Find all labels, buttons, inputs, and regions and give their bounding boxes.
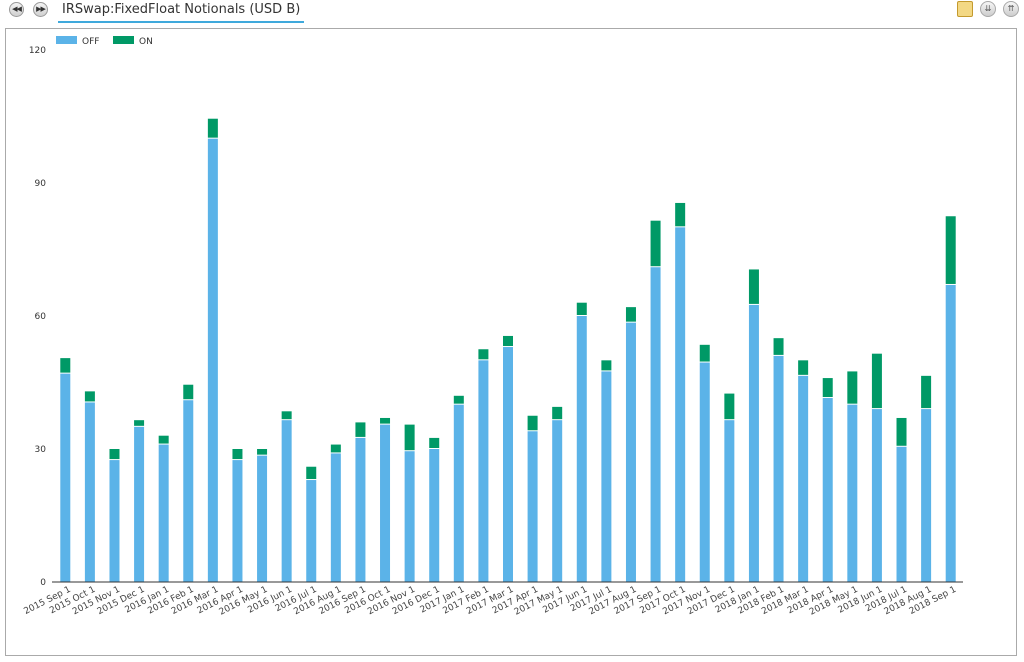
bar-off: [847, 404, 858, 582]
bar-on: [625, 307, 636, 322]
bar-on: [822, 378, 833, 398]
bar-on: [921, 375, 932, 409]
bar-off: [675, 227, 686, 583]
bar-on: [429, 437, 440, 448]
page-title: IRSwap:FixedFloat Notionals (USD B): [62, 2, 301, 17]
bar-on: [281, 411, 292, 420]
bar-off: [527, 431, 538, 582]
bar-off: [748, 304, 759, 582]
bar-off: [281, 420, 292, 582]
bar-off: [896, 446, 907, 582]
bar-off: [207, 138, 218, 582]
bar-off: [576, 316, 587, 582]
bar-off: [625, 322, 636, 582]
legend-label-off: OFF: [82, 37, 99, 47]
fast-forward-icon[interactable]: ▶▶: [33, 2, 48, 17]
bar-off: [773, 355, 784, 582]
expand-icon[interactable]: ⇈: [1003, 1, 1019, 17]
y-axis: 0 30 60 90 120: [29, 46, 46, 588]
bar-off: [724, 420, 735, 582]
legend-swatch-off: [56, 36, 77, 44]
bar-on: [675, 202, 686, 227]
bar-on: [306, 466, 317, 480]
bar-on: [207, 118, 218, 138]
bar-off: [183, 400, 194, 582]
bar-on: [109, 449, 120, 460]
bar-off: [921, 409, 932, 582]
bar-on: [503, 335, 513, 347]
bar-on: [60, 358, 71, 373]
bar-on: [134, 420, 145, 426]
bar-off: [232, 460, 243, 582]
y-tick-label: 30: [35, 445, 47, 455]
rewind-icon[interactable]: ◀◀: [9, 2, 24, 17]
bar-off: [503, 347, 513, 582]
bar-off: [404, 451, 415, 582]
bar-off: [552, 420, 563, 582]
bar-on: [576, 302, 587, 315]
bar-on: [330, 444, 341, 453]
bar-off: [109, 460, 120, 582]
bar-on: [773, 338, 784, 355]
legend-label-on: ON: [139, 37, 153, 47]
bar-on: [527, 415, 538, 431]
bar-off: [330, 453, 341, 582]
bar-on: [847, 371, 858, 404]
bar-off: [478, 360, 489, 582]
bar-on: [896, 417, 907, 446]
bar-off: [429, 449, 440, 582]
y-tick-label: 120: [29, 46, 46, 56]
notes-icon[interactable]: [957, 1, 973, 17]
bar-on: [945, 216, 956, 284]
bar-off: [650, 267, 661, 582]
bar-off: [822, 398, 833, 582]
bar-off: [871, 409, 882, 582]
bar-on: [601, 360, 612, 371]
bar-off: [380, 424, 391, 582]
bar-on: [380, 417, 391, 424]
bar-off: [453, 404, 464, 582]
bar-off: [158, 444, 169, 582]
bar-on: [552, 406, 563, 420]
bar-off: [84, 402, 95, 582]
bar-on: [183, 384, 194, 400]
tab-title[interactable]: IRSwap:FixedFloat Notionals (USD B): [58, 0, 305, 23]
y-tick-label: 0: [40, 578, 46, 588]
legend-swatch-on: [113, 36, 134, 44]
bar-on: [453, 395, 464, 404]
bar-on: [871, 353, 882, 409]
bar-off: [306, 480, 317, 582]
bar-off: [945, 284, 956, 582]
y-tick-label: 60: [35, 312, 47, 322]
bar-on: [699, 344, 710, 362]
bar-on: [724, 393, 735, 420]
bar-on: [257, 449, 268, 455]
bar-off: [134, 426, 145, 582]
title-bar: ◀◀ ▶▶ IRSwap:FixedFloat Notionals (USD B…: [0, 0, 1024, 24]
bar-off: [257, 455, 268, 582]
bar-on: [404, 424, 415, 451]
bar-off: [798, 375, 809, 582]
bar-off: [601, 371, 612, 582]
bar-off: [355, 437, 366, 582]
bar-on: [650, 220, 661, 267]
bar-on: [478, 349, 489, 360]
collapse-icon[interactable]: ⇊: [980, 1, 996, 17]
bars: [60, 118, 956, 583]
legend: OFF ON: [56, 36, 153, 47]
bar-on: [232, 449, 243, 460]
bar-on: [84, 391, 95, 402]
bar-off: [699, 362, 710, 582]
chart-panel: OFF ON 0 30 60 90 120 2015 Sep 1 2015 Oct 1 20…: [5, 28, 1017, 656]
bar-off: [60, 373, 71, 582]
y-tick-label: 90: [35, 179, 47, 189]
bar-on: [158, 435, 169, 444]
bar-on: [798, 360, 809, 375]
bar-on: [748, 269, 759, 304]
bar-on: [355, 422, 366, 437]
